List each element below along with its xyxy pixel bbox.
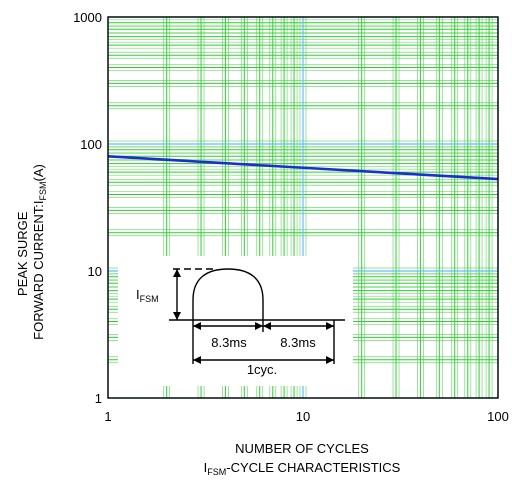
plot-frame	[107, 16, 499, 399]
half-sine-wave	[192, 268, 264, 320]
y-axis-label-prefix: FORWARD CURRENT:I	[31, 200, 46, 339]
ifsm-arrow-down	[173, 312, 181, 320]
y-tick-label: 10	[88, 264, 102, 279]
dim-right-arrow-b	[326, 322, 334, 330]
caption-subscript: FSM	[207, 467, 226, 477]
caption-suffix: -CYCLE CHARACTERISTICS	[226, 460, 400, 475]
ifsm-arrow-up	[173, 269, 181, 277]
caption-prefix: I	[204, 460, 208, 475]
tick-labels: 1 10 100 1 10 100 1000	[73, 10, 509, 424]
inset-ifsm-main: I	[136, 287, 140, 302]
y-tick-label: 1	[95, 391, 102, 406]
chart-caption: IFSM-CYCLE CHARACTERISTICS	[204, 460, 401, 477]
inset-time-right: 8.3ms	[280, 335, 316, 350]
inset-ifsm-subscript: FSM	[140, 294, 159, 304]
series-group	[107, 155, 499, 181]
y-axis-label-line2: FORWARD CURRENT:IFSM(A)	[31, 164, 48, 340]
dim-left-arrow-b	[255, 322, 263, 330]
cycle-arrow-b	[326, 356, 334, 364]
y-axis-label-line1: PEAK SURGE	[15, 211, 30, 296]
y-axis-label: PEAK SURGE FORWARD CURRENT:IFSM(A)	[15, 164, 48, 340]
waveform-inset	[169, 268, 345, 364]
dim-right-arrow-a	[263, 322, 271, 330]
inset-background	[118, 256, 353, 386]
y-axis-label-subscript: FSM	[38, 181, 48, 200]
inset-cycle-label: 1cyc.	[247, 362, 277, 377]
inset-time-left: 8.3ms	[211, 335, 247, 350]
y-tick-label: 100	[80, 137, 102, 152]
x-tick-label: 10	[296, 409, 310, 424]
x-axis-label: NUMBER OF CYCLES	[235, 441, 369, 456]
y-tick-label: 1000	[73, 10, 102, 25]
x-tick-label: 1	[104, 409, 111, 424]
x-tick-label: 100	[487, 409, 509, 424]
y-axis-label-suffix: (A)	[31, 164, 46, 181]
cycle-arrow-a	[193, 356, 201, 364]
inset-ifsm-label: IFSM	[136, 287, 159, 304]
dim-left-arrow-a	[193, 322, 201, 330]
series-line	[107, 155, 499, 181]
